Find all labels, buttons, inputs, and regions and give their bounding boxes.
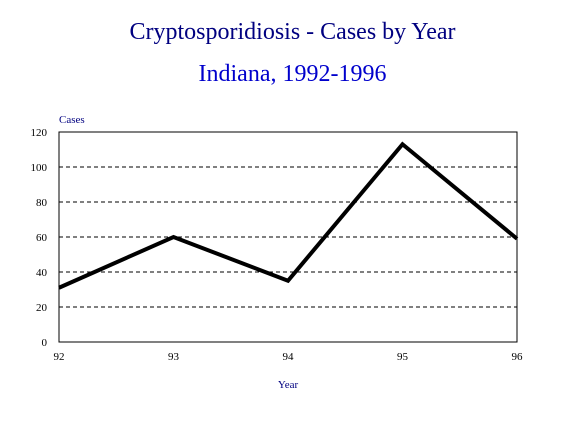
y-tick-label: 120: [31, 127, 48, 139]
x-tick-labels: 92 93 94 95 96: [54, 351, 524, 363]
grid-lines: [59, 166, 517, 308]
plot-frame: [58, 131, 518, 343]
x-tick-label: 92: [54, 351, 65, 363]
data-point: [173, 236, 174, 238]
data-point: [402, 143, 403, 145]
y-tick-label: 0: [42, 337, 48, 349]
y-tick-label: 40: [36, 267, 48, 279]
series-layer: [58, 141, 519, 290]
y-axis-label: Cases: [59, 114, 85, 126]
y-tick-label: 20: [36, 302, 48, 314]
chart-title: Cryptosporidiosis - Cases by Year: [129, 19, 456, 45]
x-tick-label: 93: [168, 351, 180, 363]
data-point: [58, 287, 60, 289]
y-tick-label: 60: [36, 232, 48, 244]
series-line: [58, 141, 519, 290]
y-tick-labels: 0 20 40 60 80 100 120: [31, 127, 48, 349]
y-tick-label: 100: [31, 162, 48, 174]
data-point: [516, 238, 518, 240]
x-tick-label: 95: [397, 351, 409, 363]
x-axis-label: Year: [278, 379, 299, 391]
x-tick-label: 94: [283, 351, 295, 363]
data-point: [287, 280, 289, 282]
chart-subtitle: Indiana, 1992-1996: [198, 61, 387, 87]
y-tick-label: 80: [36, 197, 48, 209]
x-tick-label: 96: [512, 351, 524, 363]
